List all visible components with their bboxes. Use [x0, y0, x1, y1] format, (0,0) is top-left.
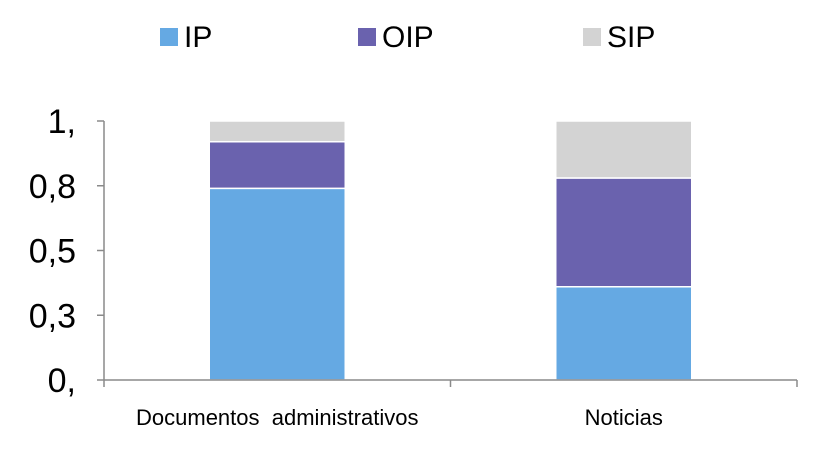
bar-oip-documentos-administrativos — [208, 140, 346, 190]
legend-item-ip: IP — [160, 21, 212, 54]
y-ticks: 0, 0,3 0,5 0,8 1, — [29, 103, 104, 400]
bar-ip-noticias — [555, 286, 693, 381]
y-tick-label: 0, — [48, 362, 76, 400]
y-tick-label: 0,3 — [29, 297, 76, 335]
x-category-label-noticias: Noticias — [585, 405, 663, 430]
legend-item-oip: OIP — [358, 21, 434, 54]
legend-swatch-sip — [583, 28, 601, 46]
legend-swatch-oip — [358, 28, 376, 46]
legend-label-sip: SIP — [607, 21, 655, 54]
bars-layer — [208, 120, 693, 381]
x-category-labels: Documentos administrativos Noticias — [136, 405, 663, 430]
legend-swatch-ip — [160, 28, 178, 46]
bar-sip-documentos-administrativos — [208, 120, 346, 143]
bar-ip-documentos-administrativos — [208, 187, 346, 381]
bar-oip-noticias — [555, 177, 693, 288]
y-axis: 0, 0,3 0,5 0,8 1, — [29, 103, 105, 400]
legend: IP OIP SIP — [160, 21, 655, 54]
y-tick-label: 0,8 — [29, 168, 76, 206]
x-ticks — [103, 380, 798, 387]
y-tick-label: 1, — [48, 103, 76, 141]
legend-item-sip: SIP — [583, 21, 655, 54]
legend-label-ip: IP — [184, 21, 212, 54]
bar-sip-noticias — [555, 120, 693, 179]
legend-label-oip: OIP — [382, 21, 434, 54]
x-category-label-documentos-administrativos: Documentos administrativos — [136, 405, 418, 430]
x-axis: Documentos administrativos Noticias — [103, 379, 798, 430]
y-tick-label: 0,5 — [29, 233, 76, 271]
